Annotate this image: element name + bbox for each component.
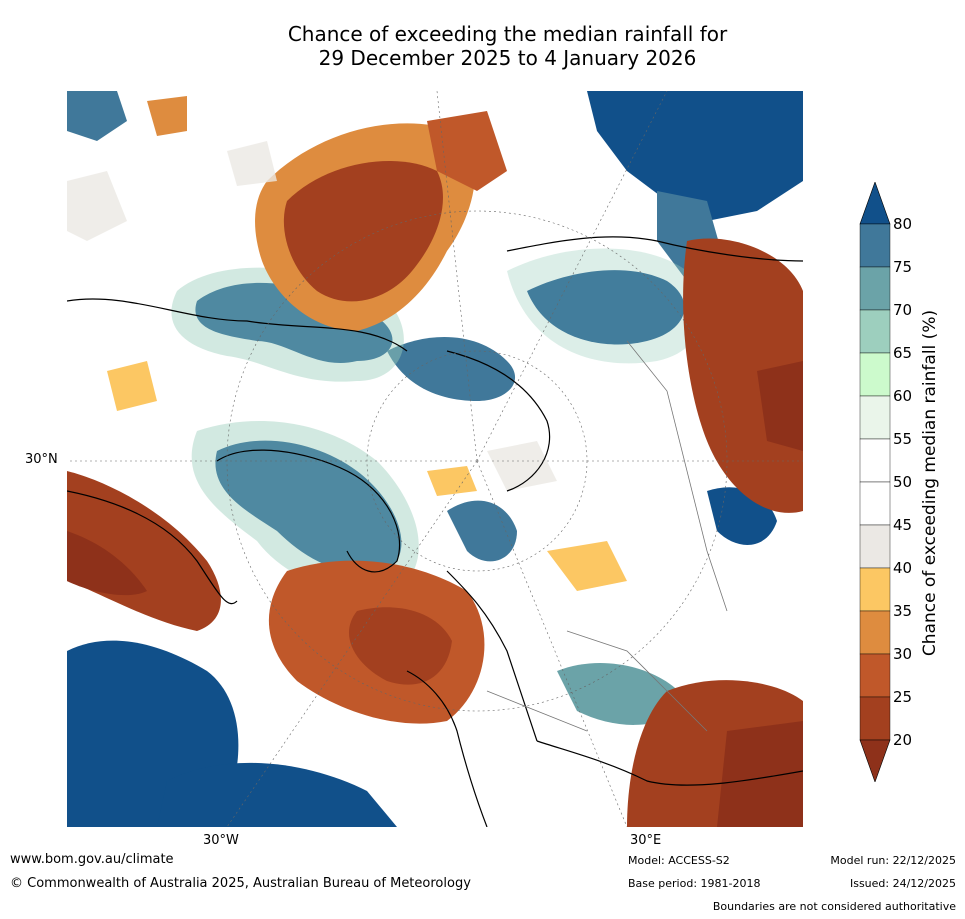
footer-issued: Issued: 24/12/2025 <box>849 877 956 890</box>
title-line-1: Chance of exceeding the median rainfall … <box>287 22 728 46</box>
footer-base-period: Base period: 1981-2018 <box>628 877 761 890</box>
colorbar-bin-20-25 <box>859 696 891 741</box>
rainfall-probability-map <box>67 91 803 827</box>
colorbar-tick: 45 <box>893 516 913 534</box>
colorbar-tick: 70 <box>893 301 913 319</box>
colorbar-tick: 60 <box>893 387 913 405</box>
colorbar-bin-60-65 <box>859 352 891 397</box>
coastlines <box>67 236 803 827</box>
footer-url[interactable]: www.bom.gov.au/climate <box>10 852 174 867</box>
latitude-label-30n: 30°N <box>25 452 58 467</box>
colorbar-bin-30-35 <box>859 610 891 655</box>
map-title: Chance of exceeding the median rainfall … <box>0 22 965 70</box>
colorbar-label: Chance of exceeding median rainfall (%) <box>920 309 940 657</box>
colorbar-tick: 75 <box>893 258 913 276</box>
colorbar-tick: 30 <box>893 645 913 663</box>
colorbar-tick: 35 <box>893 602 913 620</box>
borders <box>486 340 728 732</box>
colorbar-tick: 40 <box>893 559 913 577</box>
title-line-2: 29 December 2025 to 4 January 2026 <box>318 46 697 70</box>
moderate-wet-regions <box>171 248 704 594</box>
colorbar-arrow-top <box>859 182 891 225</box>
colorbar-arrow-bottom <box>859 739 891 782</box>
colorbar-tick: 80 <box>893 215 913 233</box>
colorbar-bin-50-55 <box>859 438 891 483</box>
colorbar <box>859 182 891 782</box>
longitude-label-30e: 30°E <box>630 833 662 848</box>
colorbar-tick: 65 <box>893 344 913 362</box>
colorbar-bin-75-80 <box>859 223 891 268</box>
colorbar-bin-70-75 <box>859 266 891 311</box>
colorbar-bin-25-30 <box>859 653 891 698</box>
footer-model-run: Model run: 22/12/2025 <box>830 854 956 867</box>
footer-copyright: © Commonwealth of Australia 2025, Austra… <box>10 876 471 891</box>
colorbar-tick: 20 <box>893 731 913 749</box>
graticule <box>67 91 803 827</box>
footer-model: Model: ACCESS-S2 <box>628 854 730 867</box>
longitude-label-30w: 30°W <box>203 833 239 848</box>
colorbar-tick: 55 <box>893 430 913 448</box>
dry-anomaly-regions <box>67 96 803 827</box>
near-median-regions <box>67 141 557 491</box>
colorbar-bin-65-70 <box>859 309 891 354</box>
colorbar-tick: 50 <box>893 473 913 491</box>
colorbar-tick: 25 <box>893 688 913 706</box>
colorbar-bin-35-40 <box>859 567 891 612</box>
colorbar-bin-45-50 <box>859 481 891 526</box>
footer-disclaimer: Boundaries are not considered authoritat… <box>712 900 956 913</box>
colorbar-bin-55-60 <box>859 395 891 440</box>
colorbar-bin-40-45 <box>859 524 891 569</box>
